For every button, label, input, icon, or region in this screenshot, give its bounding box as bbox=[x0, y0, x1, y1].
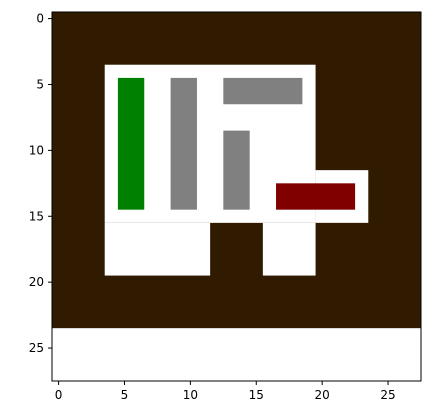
gray-object-cell-block bbox=[223, 77, 303, 105]
green-object-cell-block bbox=[117, 77, 145, 210]
x-axis: 0 5 10 15 20 25 bbox=[55, 381, 396, 402]
x-tick-label: 20 bbox=[315, 388, 330, 402]
x-tick-label: 5 bbox=[121, 388, 129, 402]
x-tick-label: 0 bbox=[55, 388, 63, 402]
plot-frame bbox=[51, 11, 422, 382]
y-tick-label: 10 bbox=[29, 143, 44, 157]
x-tick-label: 15 bbox=[249, 388, 264, 402]
y-tick-label: 20 bbox=[29, 275, 44, 289]
gray-object-cell-block bbox=[170, 77, 197, 210]
gray-object-cell-block bbox=[223, 130, 250, 210]
floor-cell-block bbox=[104, 222, 211, 276]
red-object-cell-block bbox=[276, 183, 356, 210]
y-tick-label: 5 bbox=[36, 77, 44, 91]
grid-cells bbox=[52, 12, 421, 381]
x-tick-label: 25 bbox=[380, 388, 395, 402]
void-cell-block bbox=[52, 328, 421, 381]
y-tick-label: 0 bbox=[36, 12, 44, 26]
y-axis: 0 5 10 15 20 25 bbox=[29, 12, 52, 355]
x-tick-label: 10 bbox=[183, 388, 198, 402]
y-tick-label: 25 bbox=[29, 341, 44, 355]
y-tick-label: 15 bbox=[29, 209, 44, 223]
floor-cell-block bbox=[262, 222, 316, 276]
